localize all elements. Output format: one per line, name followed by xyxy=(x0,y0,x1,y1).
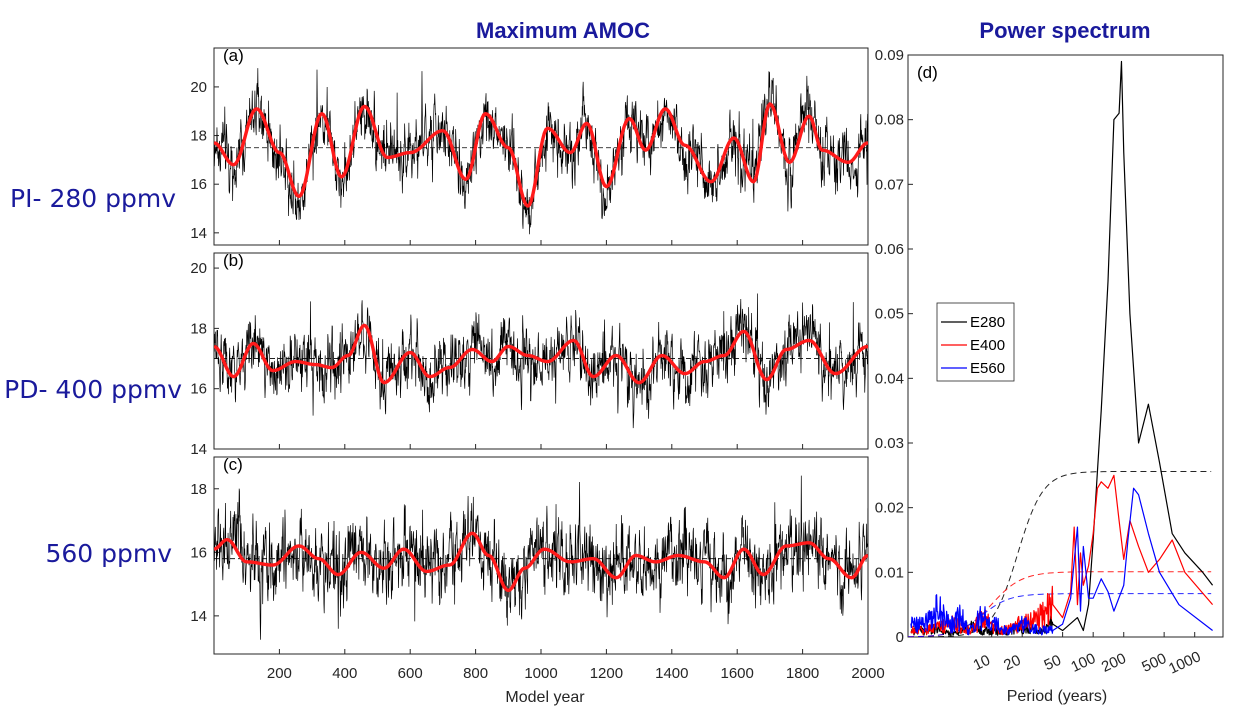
y-tick-label: 14 xyxy=(190,225,207,242)
y-tick-label: 0.05 xyxy=(875,306,904,323)
x-tick-label: 20 xyxy=(1001,652,1023,674)
x-tick-label: 200 xyxy=(1099,650,1129,676)
y-tick-label: 0.07 xyxy=(875,176,904,193)
panel-label: (a) xyxy=(223,46,244,65)
y-tick-label: 0.09 xyxy=(875,47,904,64)
x-axis-label: Period (years) xyxy=(1007,688,1107,705)
panel-label: (b) xyxy=(223,251,244,270)
x-tick-label: 200 xyxy=(267,665,292,682)
x-tick-label: 800 xyxy=(463,665,488,682)
x-tick-label: 50 xyxy=(1042,652,1064,674)
axes-box xyxy=(213,252,869,450)
y-tick-label: 16 xyxy=(190,544,207,561)
panel-d-power-spectrum: 0 0.01 0.02 0.03 0.04 0.05 0.06 0.07 0.08 0.09 10 2… xyxy=(875,47,1224,705)
x-tick-label: 600 xyxy=(398,665,423,682)
panel-a-amoc-timeseries: 14 16 18 20 (a) xyxy=(190,46,869,246)
x-tick-label: 1000 xyxy=(1166,648,1203,678)
y-tick-label: 0.03 xyxy=(875,435,904,452)
smoothed-amoc-series xyxy=(214,323,868,385)
panel-c-amoc-timeseries: 14 16 18 200 400 600 800 1000 1200 1400 1600 1800 20… xyxy=(190,455,884,706)
x-axis-label: Model year xyxy=(505,689,585,706)
y-tick-label: 0.08 xyxy=(875,112,904,129)
y-tick-label: 18 xyxy=(190,481,207,498)
y-tick-label: 18 xyxy=(190,128,207,145)
y-tick-label: 0.06 xyxy=(875,241,904,258)
y-tick-label: 0.02 xyxy=(875,500,904,517)
title-power-spectrum: Power spectrum xyxy=(979,18,1150,43)
y-tick-label: 20 xyxy=(190,79,207,96)
x-tick-label: 500 xyxy=(1139,650,1169,676)
x-tick-label: 1000 xyxy=(524,665,557,682)
legend-label-e560: E560 xyxy=(970,360,1005,377)
panel-label: (c) xyxy=(223,455,243,474)
y-tick-label: 16 xyxy=(190,381,207,398)
significance-e560 xyxy=(908,593,1212,637)
smoothed-amoc-series xyxy=(214,102,868,208)
raw-amoc-series xyxy=(214,293,868,429)
row-label-pd-400: PD- 400 ppmv xyxy=(4,375,182,404)
x-tick-label: 100 xyxy=(1068,650,1098,676)
y-tick-label: 18 xyxy=(190,320,207,337)
y-tick-label: 0.01 xyxy=(875,564,904,581)
y-tick-label: 16 xyxy=(190,176,207,193)
y-tick-label: 14 xyxy=(190,608,207,625)
x-tick-label: 2000 xyxy=(851,665,884,682)
x-tick-label: 1800 xyxy=(786,665,819,682)
panel-label: (d) xyxy=(917,63,938,82)
row-label-pi-280: PI- 280 ppmv xyxy=(10,184,176,213)
title-maximum-amoc: Maximum AMOC xyxy=(476,18,650,43)
smoothed-amoc-series xyxy=(214,531,868,593)
y-tick-label: 0 xyxy=(896,629,904,646)
row-label-560: 560 ppmv xyxy=(45,539,172,568)
x-tick-label: 1400 xyxy=(655,665,688,682)
spectrum-e560 xyxy=(910,487,1213,636)
panel-b-amoc-timeseries: 14 16 18 20 (b) xyxy=(190,251,869,458)
legend: E280 E400 E560 xyxy=(936,302,1015,382)
y-tick-label: 14 xyxy=(190,441,207,458)
x-tick-label: 400 xyxy=(332,665,357,682)
x-tick-label: 10 xyxy=(971,652,993,674)
y-tick-label: 0.04 xyxy=(875,370,904,387)
legend-label-e400: E400 xyxy=(970,337,1005,354)
x-tick-label: 1200 xyxy=(590,665,623,682)
y-tick-label: 20 xyxy=(190,260,207,277)
x-tick-label: 1600 xyxy=(721,665,754,682)
legend-label-e280: E280 xyxy=(970,314,1005,331)
